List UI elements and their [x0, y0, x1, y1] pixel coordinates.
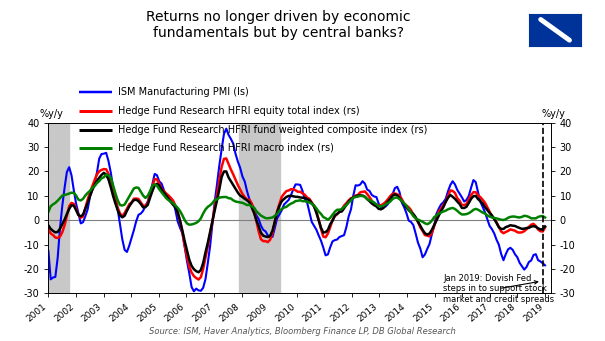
Text: %y/y: %y/y [542, 109, 566, 119]
Text: %y/y: %y/y [39, 109, 63, 119]
Text: Jan 2019: Dovish Fed
steps in to support stock
market and credit spreads: Jan 2019: Dovish Fed steps in to support… [443, 274, 554, 303]
Text: ISM Manufacturing PMI (ls): ISM Manufacturing PMI (ls) [118, 87, 249, 97]
Text: Hedge Fund Research HFRI equity total index (rs): Hedge Fund Research HFRI equity total in… [118, 106, 359, 116]
Text: Hedge Fund Research HFRI macro index (rs): Hedge Fund Research HFRI macro index (rs… [118, 143, 334, 153]
Text: Returns no longer driven by economic
fundamentals but by central banks?: Returns no longer driven by economic fun… [146, 10, 411, 41]
Bar [239, 123, 280, 293]
Bar [48, 123, 69, 293]
Text: Source: ISM, Haver Analytics, Bloomberg Finance LP, DB Global Research: Source: ISM, Haver Analytics, Bloomberg … [149, 327, 456, 336]
Text: Hedge Fund Research HFRI fund weighted composite index (rs): Hedge Fund Research HFRI fund weighted c… [118, 124, 427, 135]
